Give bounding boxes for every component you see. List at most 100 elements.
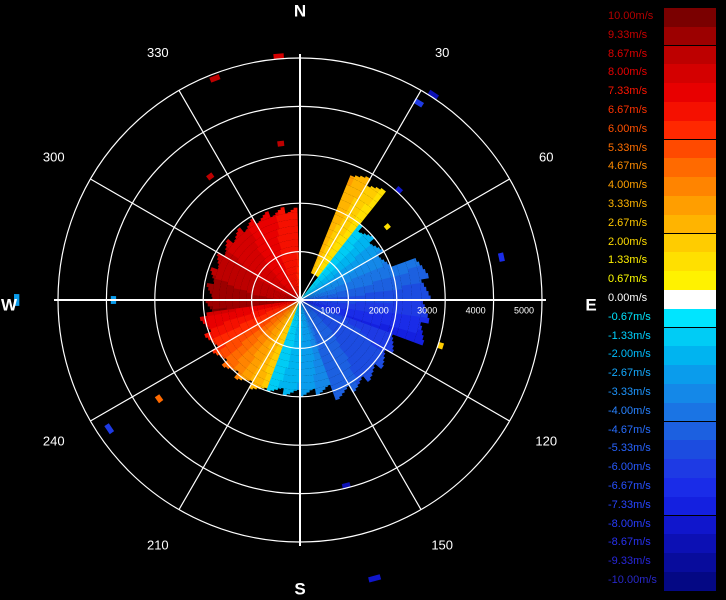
velocity-bin — [351, 229, 359, 237]
velocity-bin — [290, 319, 294, 327]
velocity-bin — [331, 359, 339, 368]
velocity-bin — [276, 322, 283, 329]
velocity-bin — [312, 318, 318, 326]
velocity-bin — [331, 257, 338, 265]
velocity-bin — [323, 337, 330, 346]
legend-swatch — [664, 252, 716, 272]
velocity-bin — [361, 342, 370, 350]
velocity-bin — [367, 346, 376, 355]
velocity-bin — [212, 302, 220, 307]
velocity-bin — [291, 289, 296, 295]
velocity-bin — [256, 238, 263, 246]
velocity-bin — [287, 294, 294, 298]
velocity-bin — [312, 266, 318, 275]
velocity-bin — [282, 333, 287, 341]
velocity-bin — [281, 234, 286, 242]
velocity-bin — [267, 289, 275, 293]
velocity-bin — [270, 326, 277, 334]
velocity-bin — [232, 324, 241, 330]
velocity-bin — [277, 339, 283, 347]
velocity-bin — [268, 287, 276, 291]
velocity-bin — [264, 380, 271, 389]
velocity-bin — [267, 288, 275, 292]
velocity-bin — [265, 277, 273, 283]
legend-swatch — [664, 120, 716, 140]
velocity-bin — [372, 312, 383, 319]
velocity-bin — [295, 320, 298, 328]
velocity-bin — [259, 345, 266, 353]
velocity-bin — [221, 334, 230, 341]
velocity-bin — [331, 283, 339, 288]
legend-label: 8.00m/s — [608, 66, 648, 79]
velocity-bin — [362, 266, 370, 273]
velocity-bin — [317, 270, 323, 278]
velocity-bin — [350, 205, 359, 216]
velocity-bin — [279, 297, 287, 300]
velocity-bin — [285, 284, 292, 291]
velocity-bin — [257, 229, 264, 238]
velocity-bin — [364, 338, 373, 345]
velocity-bin — [309, 320, 314, 328]
range-label-2000: 2000 — [369, 305, 389, 315]
velocity-bin — [280, 295, 287, 298]
velocity-bin — [353, 362, 362, 371]
velocity-bin — [246, 228, 253, 237]
velocity-bin — [284, 277, 289, 284]
velocity-bin — [304, 305, 310, 313]
velocity-bin — [249, 346, 257, 354]
velocity-bin — [305, 291, 312, 297]
velocity-bin — [399, 321, 410, 328]
legend-swatch — [664, 534, 716, 554]
velocity-bin — [305, 291, 311, 296]
velocity-bin — [301, 355, 305, 363]
velocity-bin — [363, 323, 372, 329]
velocity-bin — [338, 372, 346, 381]
velocity-bin — [238, 334, 246, 341]
velocity-bin — [304, 320, 307, 328]
velocity-bin — [376, 331, 385, 338]
legend-label: -8.00m/s — [608, 517, 651, 530]
velocity-bin — [295, 280, 298, 287]
velocity-bin — [320, 321, 328, 328]
velocity-bin — [287, 283, 292, 290]
velocity-bin — [341, 352, 349, 361]
velocity-bin — [313, 306, 321, 311]
legend-label: 4.67m/s — [608, 160, 648, 173]
velocity-bin — [276, 346, 281, 354]
velocity-bin — [287, 268, 291, 275]
angle-label-60: 60 — [539, 149, 553, 164]
velocity-bin — [377, 345, 386, 353]
velocity-bin — [285, 301, 294, 305]
velocity-bin — [272, 268, 279, 275]
velocity-bin — [278, 351, 283, 360]
velocity-bin — [379, 323, 390, 330]
velocity-bin — [297, 313, 300, 321]
velocity-bin — [371, 318, 382, 324]
velocity-bin — [275, 358, 281, 366]
velocity-bin — [354, 286, 365, 291]
velocity-bin — [231, 254, 239, 261]
velocity-bin — [324, 328, 331, 336]
velocity-bin — [295, 306, 298, 314]
velocity-bin — [340, 332, 348, 340]
velocity-bin — [265, 332, 273, 339]
velocity-bin — [318, 323, 325, 331]
velocity-bin — [250, 356, 258, 365]
velocity-bin — [269, 246, 276, 254]
legend-row: -0.67m/s — [606, 308, 718, 328]
velocity-bin — [273, 297, 280, 300]
azimuth-spoke — [299, 299, 422, 510]
velocity-bin — [261, 251, 268, 259]
velocity-bin — [321, 330, 327, 339]
echo-mark — [368, 574, 382, 583]
velocity-bin — [325, 336, 332, 345]
velocity-bin — [330, 267, 338, 274]
velocity-bin — [289, 290, 296, 296]
velocity-bin — [254, 257, 262, 264]
azimuth-spokes — [54, 54, 546, 546]
velocity-bin — [372, 279, 383, 285]
velocity-bin — [311, 266, 317, 274]
velocity-bin — [327, 275, 335, 281]
velocity-bin — [419, 316, 430, 324]
velocity-bin — [242, 339, 250, 347]
